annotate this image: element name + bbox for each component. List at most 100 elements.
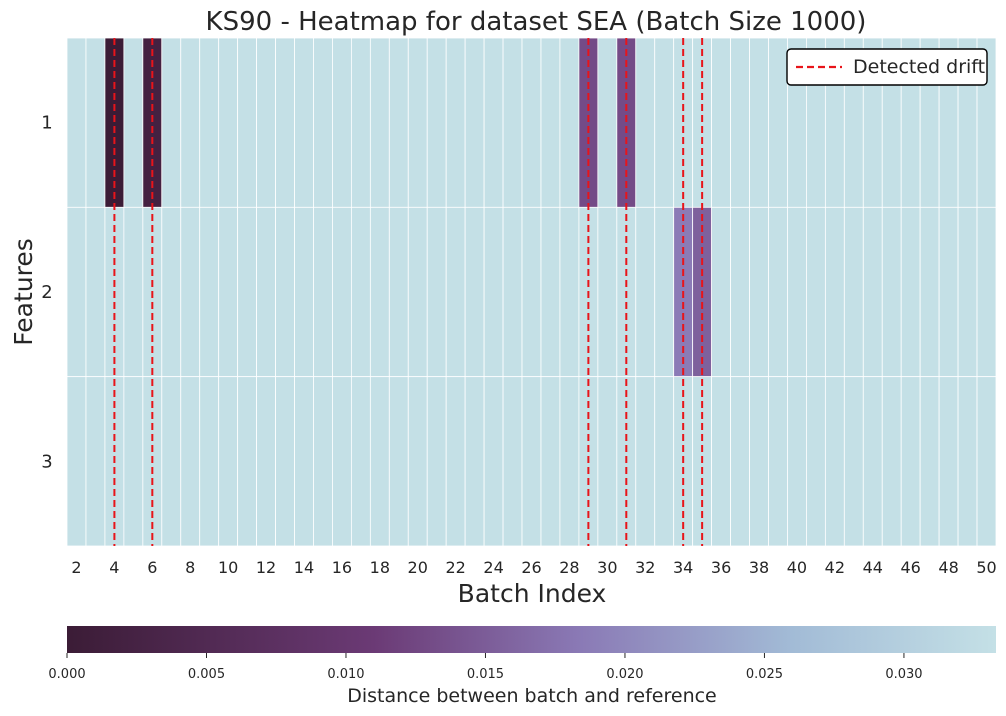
heatmap-cell [768,376,788,547]
heatmap-cell [862,376,883,547]
heatmap-cell [369,206,390,378]
heatmap-cell [483,206,504,378]
heatmap-cell [445,206,466,378]
heatmap-cell [332,37,352,208]
x-tick-label: 18 [370,558,390,577]
heatmap-cell [900,376,921,547]
heatmap-cell [161,376,182,547]
y-tick-label: 3 [41,451,52,472]
heatmap-cell [275,37,295,208]
heatmap-cell [806,206,826,378]
heatmap-cell [332,376,352,547]
colorbar [67,626,996,653]
heatmap-cell [161,206,182,378]
heatmap-cell [218,206,239,378]
colorbar-tick-label: 0.015 [467,667,504,682]
heatmap-cell [445,376,466,547]
heatmap-cell [957,376,978,547]
heatmap-cell [66,376,87,547]
heatmap-cell [654,206,675,378]
colorbar-tick-label: 0.020 [606,667,643,682]
heatmap-cell [938,206,959,378]
heatmap-cell [654,37,675,208]
heatmap-cell [654,376,675,547]
heatmap-cell [85,206,106,378]
x-tick-label: 2 [71,558,81,577]
heatmap-cell [294,376,314,547]
colorbar-ticks: 0.000 0.005 0.010 0.015 0.020 0.025 0.030 [48,653,923,682]
x-tick-label: 34 [673,558,693,577]
y-tick-label: 1 [41,113,52,134]
heatmap-cell [711,206,731,378]
colorbar-label: Distance between batch and reference [347,685,717,707]
heatmap-cell [407,376,428,547]
colorbar-tick-label: 0.010 [327,667,364,682]
heatmap-cell [199,376,220,547]
heatmap-cell [919,206,940,378]
x-tick-label: 48 [938,558,958,577]
y-axis-label: Features [9,238,38,346]
x-tick-labels: 2 4 6 8 10 12 14 16 18 20 22 24 26 28 30 32 34 36 38 40 42 44… [71,558,996,577]
heatmap-cell [313,206,333,378]
y-tick-labels: 1 2 3 [41,113,52,473]
heatmap-cell [730,206,750,378]
heatmap-cell [521,376,542,547]
x-tick-label: 50 [976,558,996,577]
heatmap-cell [559,376,580,547]
heatmap-cell [237,37,257,208]
heatmap-cell [180,206,201,378]
heatmap-cells [66,37,997,547]
heatmap-cell [256,376,276,547]
heatmap-cell [521,37,542,208]
heatmap-cell [749,37,769,208]
heatmap-cell [843,206,864,378]
heatmap-cell [388,37,409,208]
heatmap-cell [843,376,864,547]
heatmap-cell [294,37,314,208]
x-tick-label: 20 [408,558,428,577]
heatmap-cell [635,376,656,547]
heatmap-cell [256,206,276,378]
heatmap-cell [388,206,409,378]
chart-title: KS90 - Heatmap for dataset SEA (Batch Si… [206,7,867,37]
colorbar-tick-label: 0.025 [746,667,783,682]
heatmap-cell [426,206,447,378]
heatmap-cell [161,37,182,208]
x-axis-label: Batch Index [458,579,607,608]
x-tick-label: 30 [597,558,617,577]
heatmap-cell [635,206,656,378]
heatmap-cell [881,376,902,547]
heatmap-cell [464,376,485,547]
heatmap-cell [502,37,523,208]
x-tick-label: 42 [825,558,845,577]
heatmap-cell [540,37,561,208]
legend-box [786,48,988,86]
heatmap-cell [199,206,220,378]
heatmap-cell [85,376,106,547]
x-tick-label: 28 [559,558,579,577]
x-tick-label: 22 [445,558,465,577]
colorbar-tick-label: 0.030 [885,667,922,682]
heatmap-cell [350,376,371,547]
heatmap-cell [938,376,959,547]
heatmap-cell [976,376,997,547]
heatmap-cell [824,376,845,547]
heatmap-cell [218,37,239,208]
heatmap-cell [426,37,447,208]
heatmap-cell [407,206,428,378]
heatmap-cell [730,376,750,547]
heatmap-cell [806,376,826,547]
heatmap-cell [313,37,333,208]
x-tick-label: 26 [521,558,541,577]
heatmap-cell [749,206,769,378]
heatmap-cell [350,37,371,208]
heatmap-cell [275,206,295,378]
heatmap-cell [559,37,580,208]
x-tick-label: 16 [332,558,352,577]
heatmap-cell [85,37,106,208]
heatmap-cell [787,376,807,547]
colorbar-tick-label: 0.000 [48,667,85,682]
x-tick-label: 38 [749,558,769,577]
x-tick-label: 12 [256,558,276,577]
heatmap-cell [900,206,921,378]
